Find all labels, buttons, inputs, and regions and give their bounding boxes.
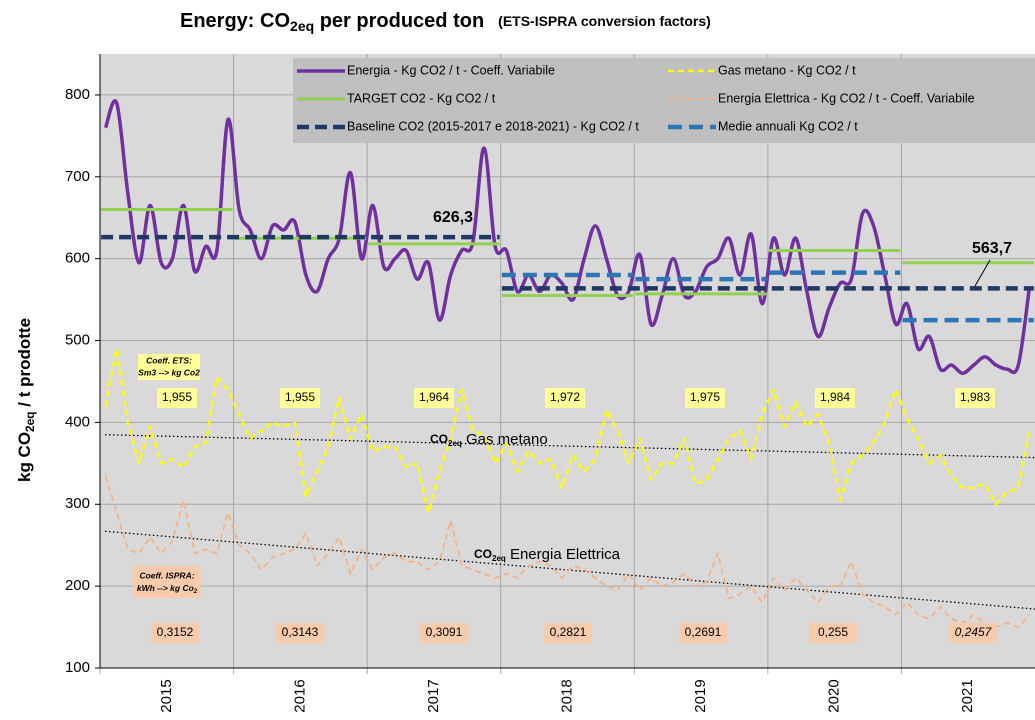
- note-text-part: kWh --> kg Co: [137, 583, 194, 593]
- trend-label: CO2eq Gas metano: [430, 431, 548, 448]
- ispra-coefficient: 0,2691: [685, 625, 722, 639]
- ets-coefficient: 1,955: [162, 390, 192, 404]
- ets-coefficient: 1,972: [550, 390, 580, 404]
- legend-label: Gas metano - Kg CO2 / t: [718, 63, 856, 77]
- x-tick-label: 2015: [158, 679, 175, 712]
- legend-label: Medie annuali Kg CO2 / t: [718, 119, 858, 133]
- trend-label-part: 2eq: [492, 554, 506, 563]
- ispra-box: [151, 623, 199, 643]
- legend-label: Energia - Kg CO2 / t - Coeff. Variabile: [347, 63, 555, 77]
- note-text: Coeff. ETS:: [146, 355, 192, 365]
- note-text: Sm3 --> kg Co2: [138, 367, 200, 377]
- plot-area: [100, 54, 1035, 668]
- y-tick-label: 500: [65, 332, 90, 349]
- y-axis-label: kg CO2eq / t prodotte: [15, 318, 37, 482]
- y-tick-label: 600: [65, 250, 90, 267]
- ets-box: [955, 388, 995, 408]
- note-box: [138, 354, 200, 380]
- ets-coefficient: 1,964: [419, 390, 449, 404]
- x-tick-label: 2020: [826, 679, 843, 712]
- trendline: [104, 434, 1035, 459]
- legend-label: Baseline CO2 (2015-2017 e 2018-2021) - K…: [347, 119, 639, 133]
- ets-box: [815, 388, 855, 408]
- ets-box: [414, 388, 454, 408]
- baseline-label: 563,7: [972, 240, 1012, 257]
- ispra-note: Coeff. ISPRA: kWh --> kg Co2: [133, 566, 201, 598]
- trend-label-part: 2eq: [448, 439, 462, 448]
- ispra-box: [276, 623, 324, 643]
- y-tick-label: 400: [65, 413, 90, 430]
- ispra-box: [949, 623, 997, 643]
- x-tick-label: 2017: [425, 679, 442, 712]
- legend-box: [293, 58, 1035, 143]
- y-tick-label: 800: [65, 86, 90, 103]
- legend-label: Energia Elettrica - Kg CO2 / t - Coeff. …: [718, 91, 975, 105]
- ets-coefficient: 1,955: [285, 390, 315, 404]
- x-tick-label: 2018: [558, 679, 575, 712]
- ets-note: Coeff. ETS: Sm3 --> kg Co2: [138, 354, 200, 380]
- marks: [101, 99, 1035, 628]
- ets-box: [157, 388, 197, 408]
- y-tick-label: 300: [65, 495, 90, 512]
- chart-title: Energy: CO2eq per produced ton (ETS-ISPRA…: [180, 10, 711, 33]
- ispra-box: [809, 623, 857, 643]
- x-tick-label: 2016: [291, 679, 308, 712]
- series-line: [104, 347, 1031, 514]
- ispra-coefficient: 0,3091: [426, 625, 463, 639]
- x-tick-label: 2021: [959, 679, 976, 712]
- ets-coefficient: 1,983: [960, 390, 990, 404]
- ispra-box: [679, 623, 727, 643]
- ispra-coefficient: 0,3152: [157, 625, 194, 639]
- ispra-coefficient: 0,3143: [282, 625, 319, 639]
- trend-label-part: CO: [430, 432, 448, 446]
- leader-line: [974, 259, 991, 287]
- ispra-coefficient: 0,255: [818, 625, 848, 639]
- ispra-box: [420, 623, 468, 643]
- legend-label: TARGET CO2 - Kg CO2 / t: [347, 91, 496, 105]
- ets-box: [545, 388, 585, 408]
- ets-box: [685, 388, 725, 408]
- y-tick-label: 100: [65, 659, 90, 676]
- ispra-coefficient: 0,2821: [550, 625, 587, 639]
- note-box: [133, 566, 201, 598]
- trend-label-part: CO: [474, 547, 492, 561]
- legend: Energia - Kg CO2 / t - Coeff. Variabile G…: [293, 58, 1035, 143]
- ispra-coefficient: 0,2457: [955, 625, 993, 639]
- baseline-label: 626,3: [433, 209, 473, 226]
- y-tick-label: 200: [65, 577, 90, 594]
- note-text: Coeff. ISPRA:: [139, 570, 194, 580]
- trend-label: CO2eq Energia Elettrica: [474, 546, 621, 563]
- ets-coefficient: 1,984: [820, 390, 850, 404]
- y-tick-label: 700: [65, 168, 90, 185]
- ets-coefficient: 1,975: [690, 390, 720, 404]
- x-tick-label: 2019: [692, 679, 709, 712]
- ispra-box: [544, 623, 592, 643]
- trend-label-part: Energia Elettrica: [506, 546, 621, 563]
- series-line: [104, 475, 1031, 628]
- ets-box: [280, 388, 320, 408]
- trend-label-part: Gas metano: [462, 431, 548, 448]
- note-text: kWh --> kg Co2: [137, 583, 198, 594]
- series-line: [103, 99, 1032, 376]
- note-text-part: 2: [193, 589, 198, 595]
